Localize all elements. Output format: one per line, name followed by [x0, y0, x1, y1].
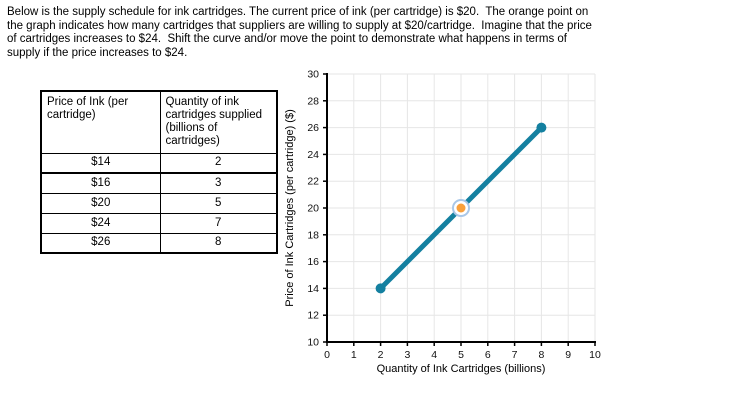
- price-cell: $26: [40, 232, 161, 254]
- y-tick-label: 20: [307, 203, 319, 215]
- instructions-line: Below is the supply schedule for ink car…: [7, 6, 589, 18]
- y-axis-title: Price of Ink Cartridges (per cartridge) …: [284, 109, 296, 306]
- y-tick-label: 24: [307, 149, 319, 161]
- x-tick-label: 8: [538, 349, 544, 361]
- instructions-line: the graph indicates how many cartridges …: [7, 19, 592, 32]
- x-tick-label: 6: [485, 349, 491, 361]
- table-row: $26 8: [40, 232, 278, 254]
- instructions-line: of cartridges increases to $24. Shift th…: [7, 33, 567, 45]
- y-tick-label: 12: [307, 310, 319, 322]
- quantity-cell: 3: [159, 172, 278, 194]
- y-tick-label: 16: [307, 256, 319, 268]
- quantity-cell: 2: [159, 152, 278, 174]
- price-cell: $20: [40, 192, 161, 214]
- curve-endpoint[interactable]: [375, 283, 386, 294]
- price-point[interactable]: [456, 203, 466, 213]
- x-axis-title: Quantity of Ink Cartridges (billions): [377, 363, 546, 375]
- table-header-row: Price of Ink (per cartridge) Quantity of…: [40, 90, 278, 154]
- y-tick-label: 22: [307, 176, 319, 188]
- x-tick-label: 0: [324, 349, 330, 361]
- y-tick-label: 26: [307, 122, 319, 134]
- x-tick-label: 1: [351, 349, 357, 361]
- price-cell: $14: [40, 152, 161, 174]
- table-row: $16 3: [40, 172, 278, 194]
- quantity-cell: 5: [159, 192, 278, 214]
- supply-schedule-table: Price of Ink (per cartridge) Quantity of…: [40, 90, 278, 254]
- x-tick-label: 3: [404, 349, 410, 361]
- instructions-paragraph: Below is the supply schedule for ink car…: [7, 6, 733, 60]
- instructions-line: supply if the price increases to $24.: [7, 46, 188, 59]
- x-tick-label: 2: [378, 349, 384, 361]
- table-row: $14 2: [40, 152, 278, 174]
- x-tick-label: 4: [431, 349, 437, 361]
- table-row: $24 7: [40, 212, 278, 234]
- quantity-cell: 7: [159, 212, 278, 234]
- x-tick-label: 10: [589, 349, 601, 361]
- x-tick-label: 5: [458, 349, 464, 361]
- y-tick-label: 18: [307, 229, 319, 241]
- y-tick-label: 28: [307, 95, 319, 107]
- quantity-column-header: Quantity of ink cartridges supplied (bil…: [159, 90, 278, 154]
- y-tick-label: 30: [307, 69, 319, 81]
- x-tick-label: 9: [565, 349, 571, 361]
- price-cell: $24: [40, 212, 161, 234]
- y-tick-label: 10: [307, 337, 319, 349]
- quantity-cell: 8: [159, 232, 278, 254]
- y-tick-label: 14: [307, 283, 319, 295]
- x-tick-label: 7: [512, 349, 518, 361]
- table-row: $20 5: [40, 192, 278, 214]
- curve-endpoint[interactable]: [536, 122, 547, 133]
- price-column-header: Price of Ink (per cartridge): [40, 90, 161, 154]
- price-cell: $16: [40, 172, 161, 194]
